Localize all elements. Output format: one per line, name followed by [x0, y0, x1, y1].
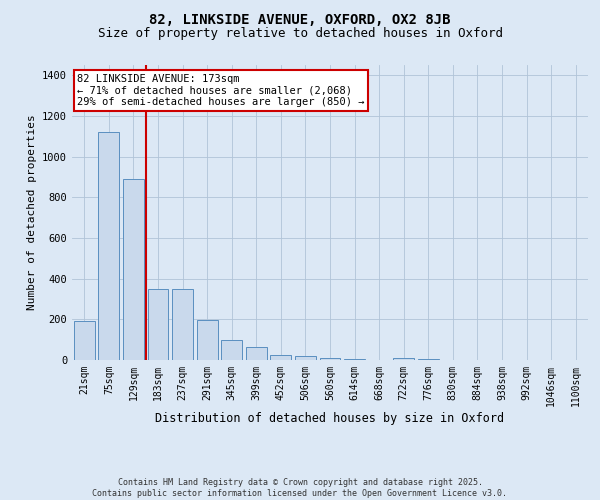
- Text: Contains HM Land Registry data © Crown copyright and database right 2025.
Contai: Contains HM Land Registry data © Crown c…: [92, 478, 508, 498]
- Bar: [393, 358, 414, 360]
- Text: 82 LINKSIDE AVENUE: 173sqm
← 71% of detached houses are smaller (2,068)
29% of s: 82 LINKSIDE AVENUE: 173sqm ← 71% of deta…: [77, 74, 365, 107]
- Bar: [246, 348, 267, 360]
- Bar: [123, 179, 144, 360]
- Bar: [221, 340, 242, 360]
- Text: 82, LINKSIDE AVENUE, OXFORD, OX2 8JB: 82, LINKSIDE AVENUE, OXFORD, OX2 8JB: [149, 12, 451, 26]
- Bar: [74, 322, 95, 360]
- X-axis label: Distribution of detached houses by size in Oxford: Distribution of detached houses by size …: [155, 412, 505, 424]
- Bar: [172, 289, 193, 360]
- Y-axis label: Number of detached properties: Number of detached properties: [26, 114, 37, 310]
- Text: Size of property relative to detached houses in Oxford: Size of property relative to detached ho…: [97, 28, 503, 40]
- Bar: [418, 359, 439, 360]
- Bar: [295, 356, 316, 360]
- Bar: [271, 355, 292, 360]
- Bar: [197, 320, 218, 360]
- Bar: [98, 132, 119, 360]
- Bar: [344, 359, 365, 360]
- Bar: [148, 289, 169, 360]
- Bar: [320, 358, 340, 360]
